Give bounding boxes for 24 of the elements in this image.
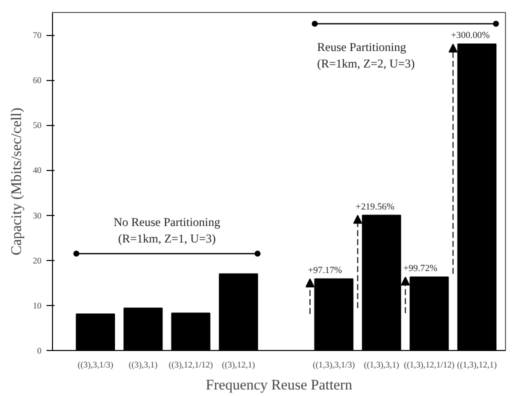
y-tick-label: 50 [32,120,42,130]
y-tick-label: 70 [32,30,42,40]
y-tick-label: 30 [32,210,42,220]
annotation: +300.00% [451,31,490,42]
x-tick-label: ((3),12,1/12) [168,360,214,370]
y-axis-title: Capacity (Mbits/sec/cell) [8,108,25,256]
y-tick-label: 40 [32,165,42,176]
x-tick-label: ((1,3),3,1) [364,360,400,370]
annotation: +99.72% [403,264,438,274]
x-axis-title: Frequency Reuse Pattern [206,378,353,394]
x-tick-label: ((3),3,1) [128,360,158,370]
x-tick-label: ((1,3),12,1) [457,360,497,370]
x-tick-label: ((3),12,1) [222,360,256,370]
y-tick-label: 60 [32,75,42,86]
x-tick-label: ((1,3),3,1/3) [312,360,355,370]
y-tick-label: 10 [32,300,42,310]
annotation: +97.17% [308,266,342,276]
x-tick-label: ((1,3),12,1/12) [404,360,455,370]
x-tick-label: ((3),3,1/3) [78,360,114,370]
y-tick-label: 0 [37,346,42,356]
annotation: No Reuse Partitioning (R=1km, Z=1, U=3) [114,214,220,246]
annotation: Reuse Partitioning (R=1km, Z=2, U=3) [317,40,415,71]
annotation: +219.56% [356,202,395,212]
y-tick-label: 20 [32,255,42,266]
